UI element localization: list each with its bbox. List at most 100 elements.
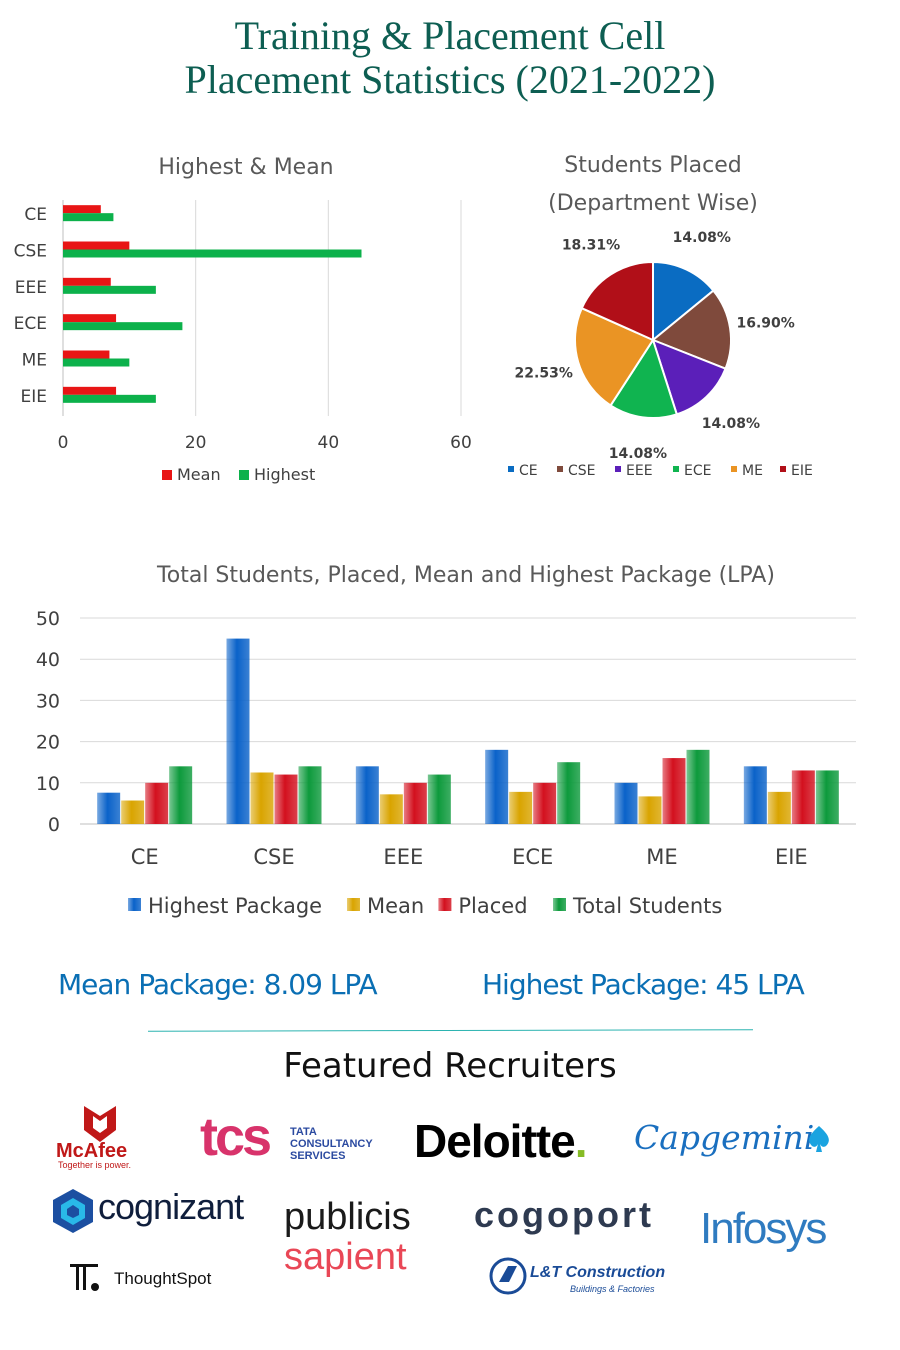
chart3-bar-placed: [791, 770, 815, 824]
chart2-title: Students Placed: [564, 153, 742, 178]
cognizant-wordmark: cognizant: [98, 1186, 244, 1227]
chart2-legend-label: EIE: [791, 463, 813, 479]
chart3-title: Total Students, Placed, Mean and Highest…: [156, 563, 775, 588]
chart1-legend-label: Highest: [254, 465, 315, 484]
chart2-data-label: 16.90%: [736, 315, 794, 331]
capgemini-wordmark: Capgemini: [634, 1118, 815, 1157]
chart2-subtitle: (Department Wise): [548, 191, 758, 216]
recruiters-heading: Featured Recruiters: [283, 1046, 617, 1086]
chart1-bar-mean: [63, 386, 117, 395]
chart2-legend-label: ME: [742, 463, 763, 479]
chart3-bar-mean: [638, 796, 662, 824]
capgemini-logo: Capgemini: [634, 1118, 844, 1168]
chart2-legend-label: ECE: [684, 463, 711, 479]
chart3-bar-total-students: [686, 749, 710, 824]
cogoport-logo: cogoport: [474, 1194, 674, 1238]
mcafee-logo: McAfee Together is power.: [56, 1104, 156, 1174]
chart1-category-label: ME: [22, 351, 47, 371]
chart1-bar-highest: [63, 249, 362, 258]
chart1-legend-swatch: [239, 470, 249, 480]
chart3-bar-placed: [145, 782, 169, 824]
chart2-legend-label: CSE: [568, 463, 596, 479]
chart1-legend-label: Mean: [177, 465, 221, 484]
chart2-slice-me: [574, 306, 655, 407]
chart2-slice-ce: [652, 260, 715, 343]
tcs-sub-line2: CONSULTANCY: [290, 1138, 373, 1150]
chart3-bar-highest-package: [97, 792, 121, 824]
chart3-category-label: EIE: [775, 845, 808, 869]
chart3-bar-highest-package: [743, 766, 767, 824]
chart3-bar-total-students: [169, 766, 193, 824]
chart1-title: Highest & Mean: [158, 155, 333, 180]
chart2-legend-label: CE: [519, 463, 538, 479]
chart1-xtick-label: 20: [185, 433, 207, 453]
chart3-category-label: CSE: [253, 845, 294, 869]
deloitte-logo: Deloitte.: [414, 1114, 624, 1174]
page-title-line2: Placement Statistics (2021-2022): [184, 57, 716, 102]
mcafee-tagline: Together is power.: [58, 1160, 132, 1170]
chart1-bar-highest: [63, 213, 114, 222]
chart3-bar-highest-package: [614, 782, 638, 824]
tcs-sub-line3: SERVICES: [290, 1150, 346, 1162]
chart3-legend-swatch: [128, 898, 141, 911]
chart3-bar-total-students: [298, 766, 322, 824]
chart3-bar-mean: [379, 794, 403, 824]
chart2-data-label: 14.08%: [673, 230, 731, 246]
deloitte-wordmark: Deloitte: [414, 1115, 576, 1167]
chart3-bar-total-students: [557, 762, 581, 824]
chart3-category-label: ME: [646, 845, 677, 869]
tcs-wordmark: tcs: [200, 1107, 272, 1167]
publicis-wordmark: publicis: [284, 1196, 411, 1238]
thoughtspot-wordmark: ThoughtSpot: [114, 1269, 212, 1288]
chart2-legend-swatch: [673, 466, 679, 472]
lt-subtext: Buildings & Factories: [570, 1284, 655, 1294]
chart3-legend-swatch: [438, 898, 452, 911]
thoughtspot-logo: ThoughtSpot: [70, 1262, 240, 1296]
chart3-category-label: EEE: [383, 845, 423, 869]
chart2-slice-cse: [651, 289, 732, 370]
section-divider: [147, 1029, 754, 1032]
tcs-subtext: TATA CONSULTANCY SERVICES: [290, 1126, 373, 1162]
chart3-bar-mean: [767, 791, 791, 824]
infosys-logo: Infosys: [700, 1204, 840, 1260]
sapient-wordmark: sapient: [284, 1236, 407, 1278]
chart1-bar-mean: [63, 350, 110, 359]
tcs-sub-line1: TATA: [290, 1126, 317, 1138]
chart3-bar-highest-package: [226, 638, 250, 824]
package-grouped-bar-chart: Total Students, Placed, Mean and Highest…: [36, 563, 856, 918]
mean-package-summary: Mean Package: 8.09 LPA: [58, 968, 378, 1001]
chart3-bar-total-students: [815, 770, 839, 824]
chart1-category-label: EIE: [21, 387, 48, 407]
chart3-bar-placed: [403, 782, 427, 824]
lt-construction-logo: L&T Construction Buildings & Factories: [488, 1256, 678, 1300]
chart1-bar-mean: [63, 314, 117, 323]
chart1-legend-swatch: [162, 470, 172, 480]
chart3-bar-placed: [274, 774, 298, 824]
chart1-bar-mean: [63, 241, 130, 250]
chart2-legend-swatch: [557, 466, 563, 472]
chart3-ytick-label: 20: [36, 732, 60, 754]
chart3-category-label: CE: [131, 845, 159, 869]
chart2-legend-swatch: [615, 466, 621, 472]
capgemini-spade-icon: [809, 1126, 829, 1152]
chart2-slice-ece: [609, 337, 679, 419]
mcafee-shield-icon: [84, 1106, 116, 1142]
chart1-xtick-label: 0: [58, 433, 69, 453]
chart1-category-label: CSE: [14, 242, 47, 262]
chart2-legend-label: EEE: [626, 463, 653, 479]
cogoport-wordmark: cogoport: [474, 1194, 654, 1235]
chart3-ytick-label: 50: [36, 608, 60, 630]
lt-emblem-icon: [489, 1257, 527, 1295]
deloitte-dot: .: [574, 1115, 588, 1167]
chart3-legend-label: Highest Package: [148, 894, 322, 918]
chart2-data-label: 22.53%: [515, 365, 573, 381]
chart2-data-label: 14.08%: [609, 446, 667, 462]
chart1-category-label: CE: [24, 205, 47, 225]
chart3-bar-total-students: [427, 774, 451, 824]
chart1-bar-highest: [63, 358, 130, 367]
chart2-slice-eie: [580, 260, 654, 342]
chart1-xtick-label: 40: [318, 433, 340, 453]
chart2-legend-swatch: [780, 466, 786, 472]
chart3-legend-label: Placed: [458, 894, 527, 918]
chart3-ytick-label: 30: [36, 690, 60, 712]
